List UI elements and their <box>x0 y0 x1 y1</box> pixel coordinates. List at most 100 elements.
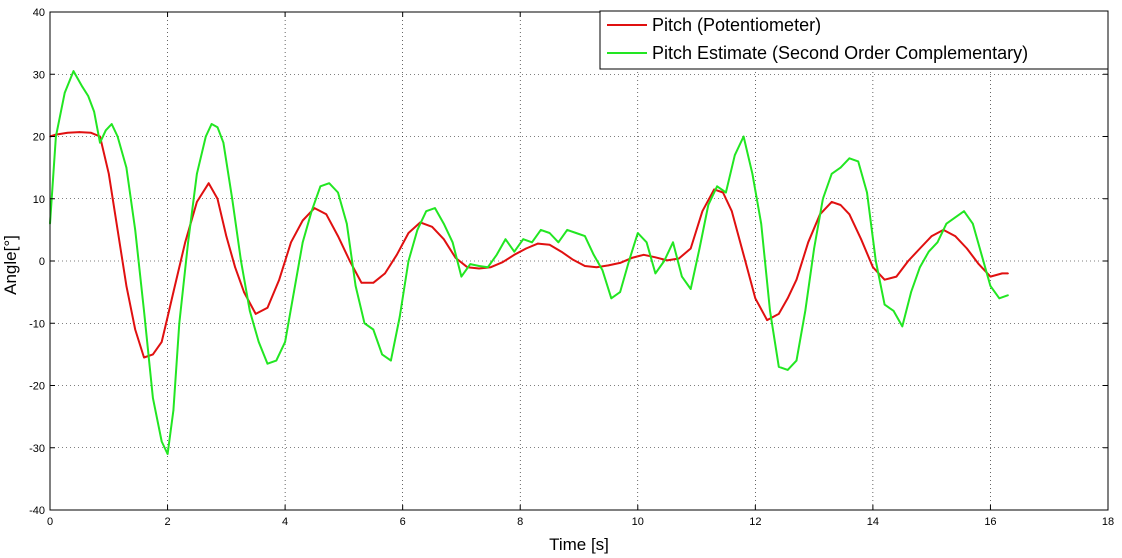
data-point-estimate <box>751 173 754 175</box>
x-tick-label: 16 <box>984 516 996 528</box>
data-point-potentiometer <box>372 282 375 284</box>
data-point-estimate <box>381 353 383 356</box>
data-point-estimate <box>425 210 428 212</box>
data-point-estimate <box>540 229 542 231</box>
data-point-potentiometer <box>701 210 704 212</box>
x-tick-labels: 0 2 4 6 8 10 12 14 16 18 <box>47 516 1114 528</box>
data-point-potentiometer <box>689 247 692 250</box>
data-point-estimate <box>901 325 904 328</box>
data-point-estimate <box>152 397 154 399</box>
data-point-estimate <box>804 310 807 312</box>
y-tick-label: 40 <box>33 7 45 19</box>
data-point-estimate <box>166 453 169 455</box>
data-point-potentiometer <box>349 260 351 262</box>
data-point-potentiometer <box>166 316 169 318</box>
data-point-potentiometer <box>966 247 968 250</box>
data-point-potentiometer <box>654 256 657 259</box>
y-tick-label: -40 <box>29 505 45 517</box>
data-point-estimate <box>99 141 101 144</box>
data-point-estimate <box>443 222 445 225</box>
data-point-estimate <box>980 254 983 256</box>
data-point-potentiometer <box>778 313 780 315</box>
data-point-potentiometer <box>742 254 745 256</box>
data-point-potentiometer <box>766 319 768 321</box>
x-tick-label: 12 <box>749 516 761 528</box>
data-point-potentiometer <box>172 291 175 293</box>
data-point-potentiometer <box>1007 272 1009 275</box>
legend-box <box>599 10 1109 70</box>
data-point-estimate <box>143 310 145 312</box>
data-point-potentiometer <box>134 328 136 331</box>
data-point-estimate <box>187 241 189 244</box>
data-point-estimate <box>786 369 789 371</box>
data-point-estimate <box>795 359 798 362</box>
data-point-potentiometer <box>243 291 245 293</box>
data-point-estimate <box>478 265 480 267</box>
data-point-estimate <box>707 204 710 206</box>
data-point-potentiometer <box>786 297 789 300</box>
data-point-estimate <box>81 85 84 88</box>
data-point-potentiometer <box>595 266 598 269</box>
x-tick-label: 18 <box>1102 516 1114 528</box>
data-point-potentiometer <box>90 132 92 134</box>
grid-lines <box>50 12 1108 510</box>
data-point-estimate <box>557 241 560 244</box>
data-point-estimate <box>504 238 507 240</box>
data-point-estimate <box>110 123 113 125</box>
y-tick-label: -20 <box>29 381 45 393</box>
legend-label-estimate: Pitch Estimate (Second Order Complementa… <box>652 43 1028 63</box>
data-point-potentiometer <box>619 262 621 264</box>
data-point-estimate <box>760 222 762 225</box>
data-point-estimate <box>160 440 163 443</box>
x-tick-label: 8 <box>517 516 523 528</box>
data-point-estimate <box>222 141 225 144</box>
data-point-potentiometer <box>360 282 363 284</box>
data-point-estimate <box>575 232 577 234</box>
data-point-estimate <box>105 129 107 132</box>
series-layer <box>49 70 1009 455</box>
x-tick-label: 2 <box>164 516 170 528</box>
data-point-estimate <box>346 222 348 225</box>
y-tick-label: 20 <box>33 132 45 144</box>
data-point-estimate <box>310 210 313 212</box>
data-point-estimate <box>337 191 339 194</box>
x-tick-label: 10 <box>632 516 644 528</box>
data-point-potentiometer <box>116 229 119 231</box>
data-point-estimate <box>936 241 939 244</box>
data-point-potentiometer <box>443 238 445 240</box>
data-point-potentiometer <box>666 259 668 262</box>
data-point-potentiometer <box>196 201 198 203</box>
data-point-estimate <box>1007 294 1009 297</box>
data-point-estimate <box>266 362 269 365</box>
data-point-estimate <box>637 232 639 234</box>
data-point-estimate <box>216 126 219 128</box>
data-point-estimate <box>689 288 692 290</box>
data-point-estimate <box>857 160 859 163</box>
data-point-estimate <box>778 366 780 368</box>
data-point-estimate <box>654 272 657 275</box>
data-point-potentiometer <box>560 250 563 253</box>
data-point-potentiometer <box>266 306 269 309</box>
data-point-potentiometer <box>722 191 724 194</box>
data-point-potentiometer <box>490 266 492 269</box>
data-point-estimate <box>663 260 665 262</box>
data-point-potentiometer <box>152 353 154 356</box>
data-point-estimate <box>610 297 613 300</box>
data-point-estimate <box>172 409 175 412</box>
data-point-potentiometer <box>872 266 874 269</box>
data-point-estimate <box>460 275 463 278</box>
data-point-estimate <box>319 185 322 188</box>
data-point-estimate <box>372 328 375 331</box>
y-tick-label: 0 <box>39 256 45 268</box>
data-point-estimate <box>390 359 392 362</box>
data-point-estimate <box>548 232 551 234</box>
data-point-potentiometer <box>207 182 210 184</box>
data-point-potentiometer <box>478 267 480 270</box>
data-point-estimate <box>301 241 304 244</box>
data-point-estimate <box>989 285 992 287</box>
series-line-estimate <box>49 70 1009 455</box>
data-point-potentiometer <box>930 235 933 237</box>
data-point-potentiometer <box>525 247 527 250</box>
data-point-estimate <box>240 260 242 262</box>
data-point-estimate <box>416 229 419 231</box>
